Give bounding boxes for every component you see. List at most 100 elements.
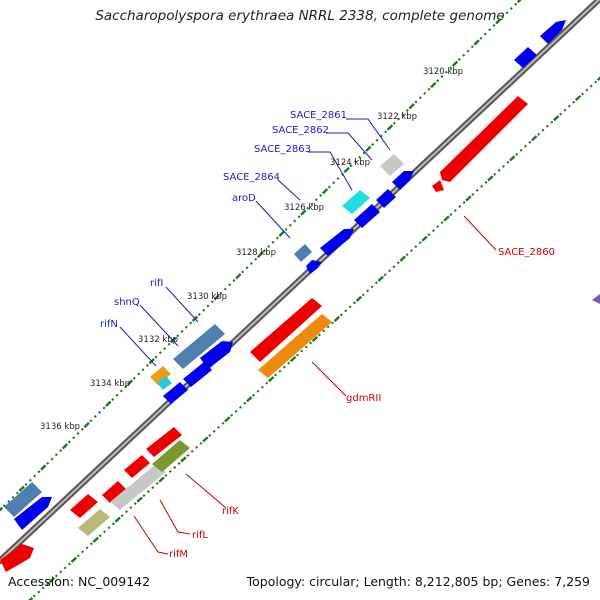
minor-tick xyxy=(287,361,291,365)
gene-block xyxy=(78,509,110,536)
outer-tick-track xyxy=(0,0,522,512)
gene-label-rifi: rifI xyxy=(150,278,163,289)
minor-tick xyxy=(567,104,571,108)
leader-rifn xyxy=(119,326,157,367)
major-tick xyxy=(136,496,143,503)
leader-sace-2862 xyxy=(326,132,373,161)
minor-tick xyxy=(427,233,431,237)
leader-sace-2863 xyxy=(308,151,353,191)
minor-tick xyxy=(409,249,413,253)
minor-tick xyxy=(85,546,89,550)
minor-tick xyxy=(243,401,247,405)
minor-tick xyxy=(271,240,275,244)
minor-tick xyxy=(256,389,260,393)
minor-tick xyxy=(102,406,106,410)
minor-tick xyxy=(164,474,168,478)
leader-rifi xyxy=(165,286,199,323)
minor-tick xyxy=(370,285,374,289)
minor-tick xyxy=(28,478,32,482)
minor-tick xyxy=(418,241,422,245)
minor-tick xyxy=(304,345,308,349)
major-tick xyxy=(473,39,480,46)
minor-tick xyxy=(168,470,172,473)
gene-block xyxy=(150,366,171,385)
gene-arrow xyxy=(146,427,182,457)
minor-tick xyxy=(245,266,249,270)
minor-tick xyxy=(59,570,63,574)
minor-tick xyxy=(254,257,258,261)
minor-tick xyxy=(563,108,567,112)
major-tick xyxy=(246,396,253,403)
gene-arrow xyxy=(440,96,528,182)
minor-tick xyxy=(41,586,45,590)
major-tick xyxy=(267,376,275,383)
minor-tick xyxy=(559,112,563,116)
minor-tick xyxy=(177,461,181,465)
minor-tick xyxy=(310,202,314,206)
minor-tick xyxy=(440,75,444,78)
minor-tick xyxy=(50,457,54,461)
gene-label-rifm: rifM xyxy=(169,549,188,560)
label-leader-lines xyxy=(119,118,391,367)
reverse-genes xyxy=(0,96,528,572)
leader-sace-2860 xyxy=(463,215,497,251)
minor-tick xyxy=(505,11,509,15)
minor-tick xyxy=(81,550,85,554)
minor-tick xyxy=(184,325,188,329)
major-tick xyxy=(321,188,329,195)
minor-tick xyxy=(111,398,115,401)
major-tick xyxy=(18,485,25,492)
genome-backbone xyxy=(0,0,600,565)
major-tick xyxy=(552,115,560,122)
forward-gene-labels: SACE_2861 SACE_2862 SACE_2863 SACE_2864 … xyxy=(100,110,347,330)
minor-tick xyxy=(488,28,492,32)
minor-tick xyxy=(361,293,365,297)
minor-tick xyxy=(210,300,214,304)
major-tick xyxy=(48,576,56,583)
gene-arrow xyxy=(306,260,322,274)
minor-tick xyxy=(145,364,149,367)
gene-label-sace-2863: SACE_2863 xyxy=(254,144,311,155)
minor-tick xyxy=(317,333,321,337)
gene-arrow xyxy=(392,171,414,190)
minor-tick xyxy=(249,262,253,265)
minor-tick xyxy=(349,164,353,168)
minor-tick xyxy=(208,433,212,437)
minor-tick xyxy=(470,45,474,49)
major-tick xyxy=(28,596,34,600)
minor-tick xyxy=(241,270,245,274)
minor-tick xyxy=(137,372,141,376)
minor-tick xyxy=(388,269,392,273)
minor-tick xyxy=(418,96,422,100)
minor-tick xyxy=(436,225,440,229)
minor-tick xyxy=(293,219,297,223)
minor-tick xyxy=(509,7,513,10)
major-tick xyxy=(386,124,394,131)
kbp-tick-labels: 3120 kbp 3122 kbp 3124 kbp 3126 kbp 3128… xyxy=(40,67,463,432)
minor-tick xyxy=(541,128,545,132)
leader-shnq xyxy=(139,304,179,347)
minor-tick xyxy=(423,92,427,95)
major-tick xyxy=(451,60,459,67)
minor-tick xyxy=(98,410,102,414)
minor-tick xyxy=(284,228,288,231)
minor-tick xyxy=(206,304,210,308)
minor-tick xyxy=(89,542,93,546)
reverse-gene-labels: SACE_2860 gdmRII rifK rifL rifM xyxy=(169,247,555,560)
minor-tick xyxy=(2,504,6,508)
gene-arrow xyxy=(376,189,396,208)
minor-tick xyxy=(274,373,278,377)
minor-tick xyxy=(232,279,236,282)
minor-tick xyxy=(431,229,435,233)
minor-tick xyxy=(262,249,266,253)
gene-label-gdmrii: gdmRII xyxy=(346,393,381,404)
minor-tick xyxy=(267,245,271,248)
minor-tick xyxy=(67,562,71,566)
kbp-label: 3120 kbp xyxy=(423,67,463,77)
minor-tick xyxy=(383,273,387,277)
minor-tick xyxy=(497,168,501,172)
minor-tick xyxy=(339,313,343,317)
minor-tick xyxy=(397,117,401,121)
